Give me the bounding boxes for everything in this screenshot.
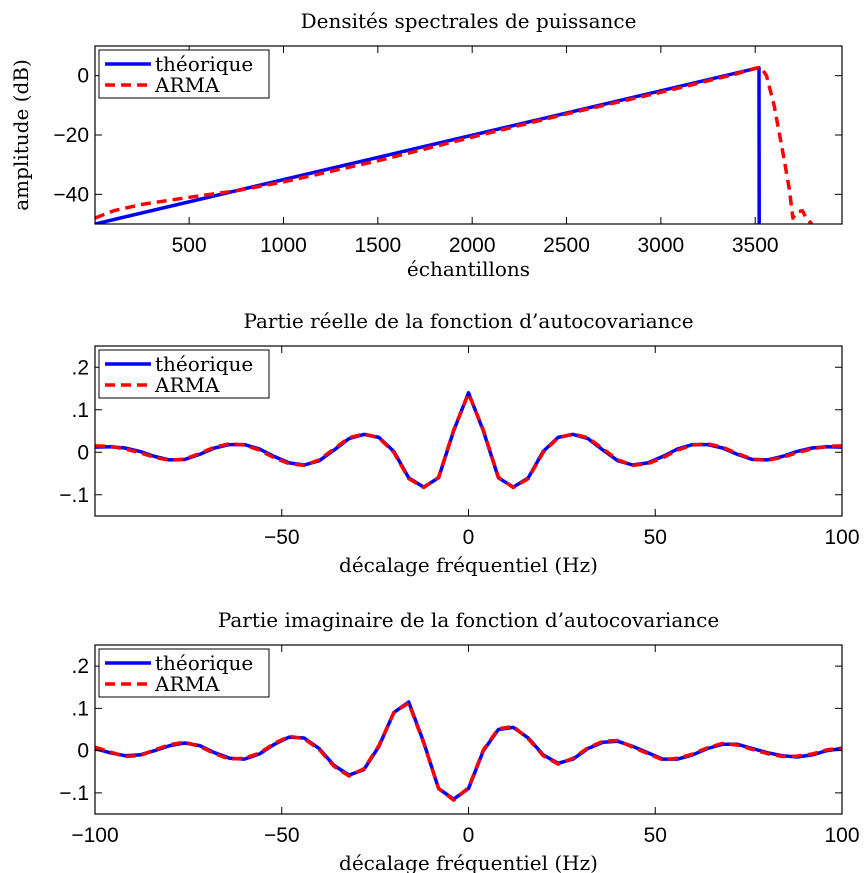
legend-label: ARMA [154, 672, 220, 696]
x-tick-label: 1500 [354, 234, 401, 257]
legend-label: théorique [155, 352, 253, 376]
y-tick-label: −.1 [59, 484, 89, 507]
y-tick-label: .1 [71, 697, 89, 720]
x-tick-label: 2000 [449, 234, 496, 257]
x-tick-label: −100 [71, 824, 118, 847]
series-line-arma [95, 65, 814, 224]
legend-box [98, 49, 270, 99]
x-axis-label: décalage fréquentiel (Hz) [339, 553, 598, 577]
x-axis-label: décalage fréquentiel (Hz) [339, 851, 598, 873]
series-line-arma [95, 701, 842, 802]
y-tick-label: 0 [77, 441, 89, 464]
x-tick-label: 1000 [260, 234, 307, 257]
x-tick-label: 2500 [543, 234, 590, 257]
x-tick-label: 100 [824, 526, 859, 549]
legend-label: théorique [155, 52, 253, 76]
legend-label: ARMA [154, 373, 220, 397]
x-tick-label: 50 [644, 526, 667, 549]
y-tick-label: −40 [53, 183, 89, 206]
x-tick-label: 0 [463, 824, 475, 847]
chart-title: Partie imaginaire de la fonction d’autoc… [218, 608, 719, 632]
x-tick-label: 100 [824, 824, 859, 847]
chart-title: Partie réelle de la fonction d’autocovar… [243, 309, 693, 333]
y-tick-label: 0 [77, 65, 89, 88]
legend-label: ARMA [154, 73, 220, 97]
x-tick-label: 50 [644, 824, 667, 847]
y-tick-label: 0 [77, 740, 89, 763]
legend-label: théorique [155, 651, 253, 675]
x-tick-label: 3500 [732, 234, 779, 257]
legend-box [98, 648, 270, 698]
x-tick-label: −50 [264, 526, 300, 549]
legend-box [98, 349, 270, 399]
y-tick-label: −20 [53, 124, 89, 147]
x-tick-label: 500 [172, 234, 207, 257]
y-tick-label: .1 [71, 399, 89, 422]
chart-title: Densités spectrales de puissance [301, 9, 637, 33]
y-tick-label: .2 [71, 356, 89, 379]
y-axis-label: amplitude (dB) [9, 59, 33, 211]
x-tick-label: 3000 [638, 234, 685, 257]
y-tick-label: −.1 [59, 782, 89, 805]
x-tick-label: 0 [463, 526, 475, 549]
y-tick-label: .2 [71, 655, 89, 678]
x-tick-label: −50 [264, 824, 300, 847]
series-line-arma [95, 391, 842, 490]
x-axis-label: échantillons [407, 257, 530, 281]
